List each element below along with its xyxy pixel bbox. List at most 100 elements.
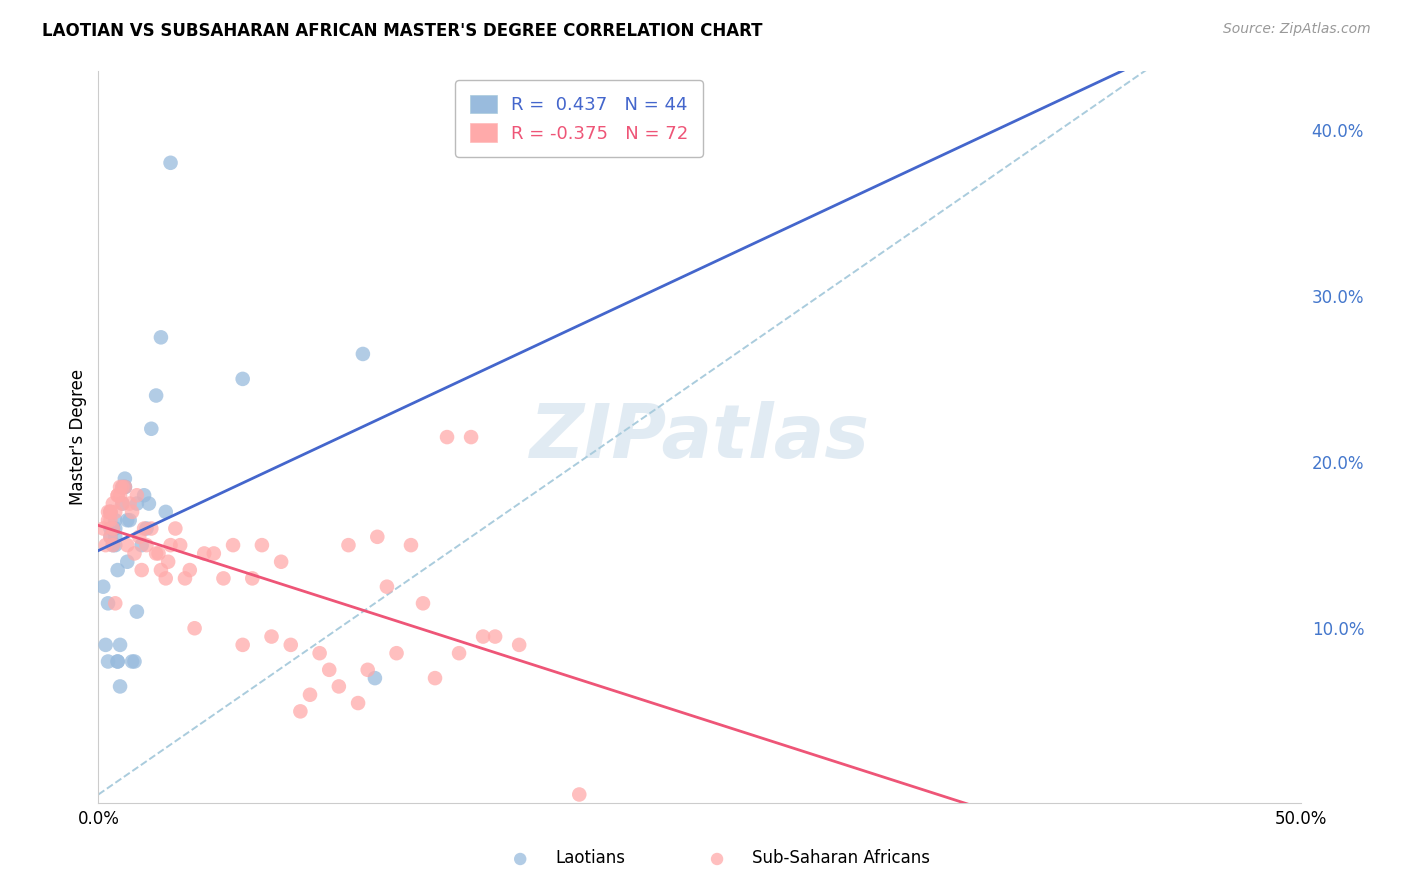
Point bbox=[94, 538, 117, 552]
Point bbox=[104, 521, 127, 535]
Point bbox=[385, 646, 408, 660]
Point bbox=[101, 521, 124, 535]
Point bbox=[232, 638, 254, 652]
Point bbox=[141, 521, 163, 535]
Point bbox=[97, 513, 120, 527]
Point bbox=[104, 538, 127, 552]
Point bbox=[114, 480, 136, 494]
Point bbox=[298, 688, 321, 702]
Text: Source: ZipAtlas.com: Source: ZipAtlas.com bbox=[1223, 22, 1371, 37]
Point bbox=[165, 521, 187, 535]
Point bbox=[111, 497, 134, 511]
Text: ZIPatlas: ZIPatlas bbox=[530, 401, 869, 474]
Point bbox=[100, 513, 122, 527]
Y-axis label: Master's Degree: Master's Degree bbox=[69, 369, 87, 505]
Point bbox=[91, 580, 114, 594]
Point bbox=[412, 596, 434, 610]
Point bbox=[104, 513, 127, 527]
Point bbox=[114, 480, 136, 494]
Point bbox=[484, 630, 506, 644]
Point bbox=[114, 480, 136, 494]
Point bbox=[250, 538, 273, 552]
Point bbox=[100, 505, 122, 519]
Point bbox=[132, 521, 155, 535]
Point bbox=[101, 538, 124, 552]
Point bbox=[375, 580, 398, 594]
Point bbox=[107, 488, 129, 502]
Point bbox=[100, 505, 122, 519]
Point bbox=[108, 638, 131, 652]
Point bbox=[117, 555, 139, 569]
Point bbox=[460, 430, 482, 444]
Point bbox=[706, 852, 728, 866]
Point bbox=[347, 696, 370, 710]
Point bbox=[104, 530, 127, 544]
Point bbox=[114, 472, 136, 486]
Point bbox=[111, 480, 134, 494]
Point bbox=[145, 388, 167, 402]
Point bbox=[290, 705, 312, 719]
Point bbox=[149, 563, 172, 577]
Point bbox=[308, 646, 330, 660]
Point bbox=[232, 372, 254, 386]
Point bbox=[104, 596, 127, 610]
Point bbox=[107, 655, 129, 669]
Point bbox=[364, 671, 387, 685]
Point bbox=[212, 571, 235, 585]
Point bbox=[149, 330, 172, 344]
Point bbox=[124, 546, 146, 560]
Point bbox=[117, 538, 139, 552]
Point bbox=[568, 788, 591, 802]
Point bbox=[179, 563, 201, 577]
Point bbox=[357, 663, 380, 677]
Text: Laotians: Laotians bbox=[555, 849, 626, 867]
Point bbox=[97, 655, 120, 669]
Point bbox=[131, 538, 153, 552]
Point bbox=[121, 655, 143, 669]
Point bbox=[118, 513, 141, 527]
Point bbox=[101, 521, 124, 535]
Legend: R =  0.437   N = 44, R = -0.375   N = 72: R = 0.437 N = 44, R = -0.375 N = 72 bbox=[456, 80, 703, 157]
Point bbox=[100, 505, 122, 519]
Point bbox=[132, 488, 155, 502]
Point bbox=[155, 505, 177, 519]
Point bbox=[135, 521, 157, 535]
Point bbox=[366, 530, 388, 544]
Text: LAOTIAN VS SUBSAHARAN AFRICAN MASTER'S DEGREE CORRELATION CHART: LAOTIAN VS SUBSAHARAN AFRICAN MASTER'S D… bbox=[42, 22, 762, 40]
Point bbox=[108, 480, 131, 494]
Point bbox=[107, 563, 129, 577]
Point bbox=[280, 638, 302, 652]
Point bbox=[260, 630, 283, 644]
Point bbox=[101, 538, 124, 552]
Point bbox=[174, 571, 197, 585]
Point bbox=[128, 530, 150, 544]
Point bbox=[101, 497, 124, 511]
Point bbox=[117, 513, 139, 527]
Point bbox=[222, 538, 245, 552]
Point bbox=[111, 497, 134, 511]
Point bbox=[107, 488, 129, 502]
Point bbox=[202, 546, 225, 560]
Point bbox=[100, 530, 122, 544]
Point bbox=[447, 646, 470, 660]
Point bbox=[141, 422, 163, 436]
Point bbox=[111, 480, 134, 494]
Point bbox=[104, 505, 127, 519]
Point bbox=[135, 538, 157, 552]
Point bbox=[270, 555, 292, 569]
Point bbox=[91, 521, 114, 535]
Point bbox=[157, 555, 180, 569]
Point bbox=[118, 497, 141, 511]
Point bbox=[108, 488, 131, 502]
Point bbox=[100, 530, 122, 544]
Point bbox=[125, 488, 148, 502]
Point bbox=[423, 671, 446, 685]
Point bbox=[193, 546, 215, 560]
Point bbox=[352, 347, 374, 361]
Point bbox=[107, 655, 129, 669]
Point bbox=[97, 596, 120, 610]
Point bbox=[108, 680, 131, 694]
Point bbox=[121, 505, 143, 519]
Point bbox=[328, 680, 350, 694]
Point bbox=[155, 571, 177, 585]
